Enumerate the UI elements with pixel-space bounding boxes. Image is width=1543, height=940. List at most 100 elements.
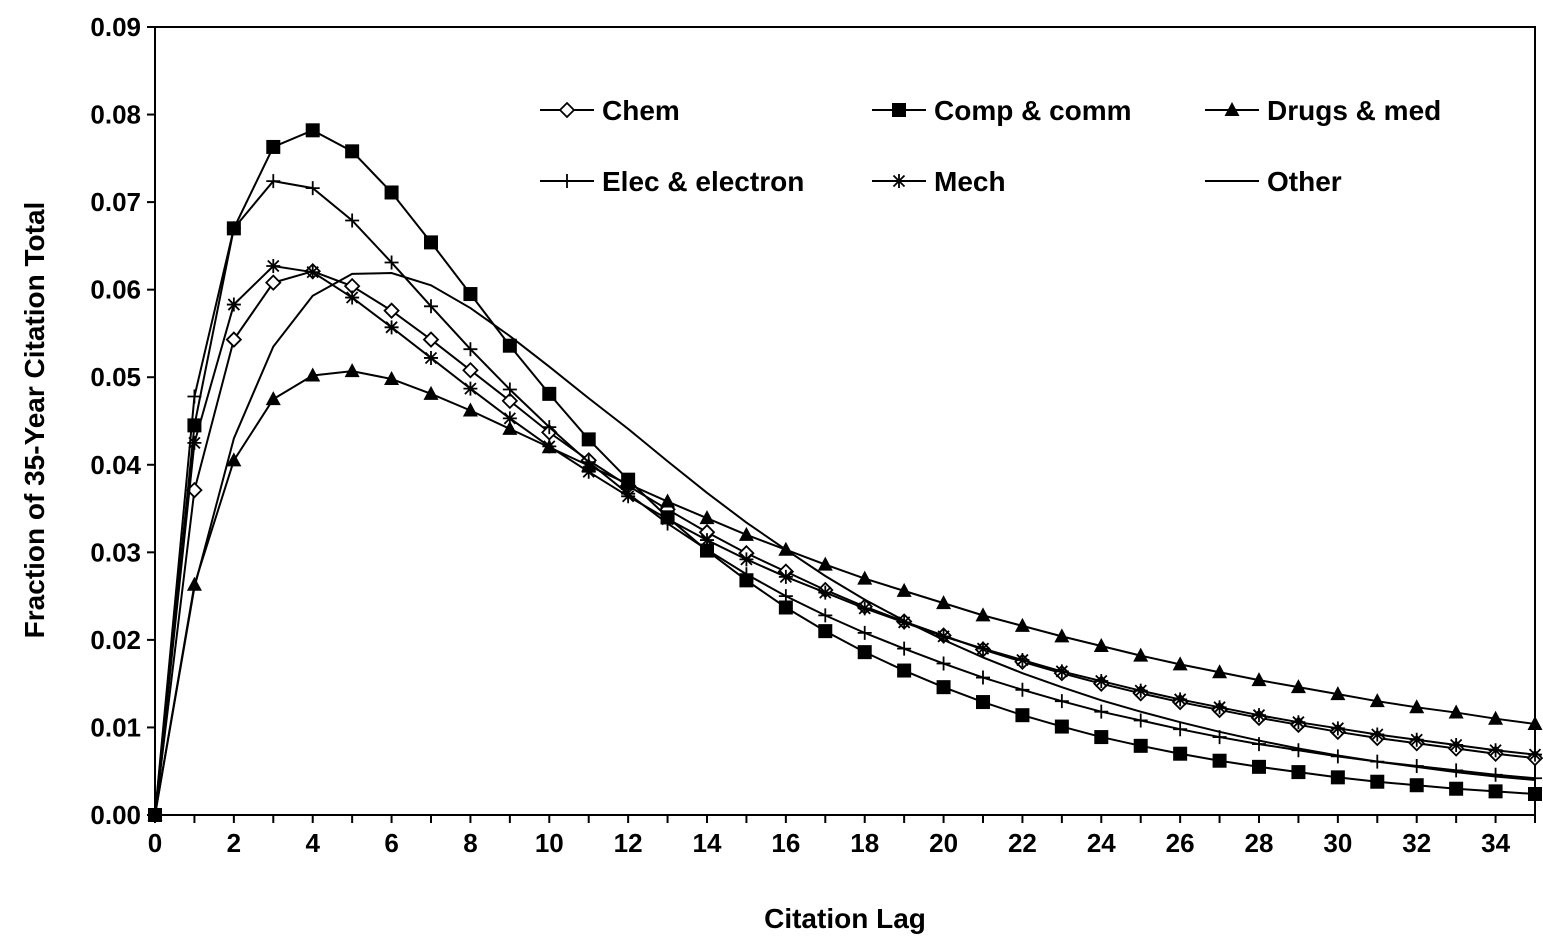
series-layer	[146, 123, 1543, 824]
data-point-mech	[1054, 664, 1069, 679]
y-axis-title: Fraction of 35-Year Citation Total	[19, 202, 50, 639]
y-tick-label: 0.00	[90, 800, 141, 830]
data-point-elec-and-electron	[818, 608, 833, 623]
data-point-comp-and-comm	[1488, 784, 1503, 799]
data-point-comp-and-comm	[1409, 778, 1424, 793]
x-tick-label: 2	[227, 828, 241, 858]
series-line-mech	[154, 264, 1536, 816]
data-point-comp-and-comm	[818, 624, 833, 639]
data-point-elec-and-electron	[1173, 722, 1188, 737]
data-point-mech	[1370, 727, 1385, 742]
data-point-elec-and-electron	[936, 656, 951, 671]
y-tick-label: 0.07	[90, 187, 141, 217]
x-tick-label: 4	[305, 828, 320, 858]
data-point-mech	[502, 411, 517, 426]
legend-label: Other	[1267, 166, 1342, 197]
data-point-comp-and-comm	[1212, 753, 1227, 768]
legend-item-other: Other	[1205, 166, 1342, 197]
data-point-drugs-and-med	[975, 607, 991, 622]
data-point-drugs-and-med	[738, 526, 754, 541]
data-point-mech	[660, 512, 675, 527]
data-point-drugs-and-med	[896, 582, 912, 597]
axes: 0.00 0.01 0.02 0.03 0.04 0.05 0.06 0.07 0.08 0.09…	[90, 12, 1536, 858]
data-point-mech	[1133, 683, 1148, 698]
data-point-mech	[936, 629, 951, 644]
data-point-comp-and-comm	[1094, 730, 1109, 745]
data-point-drugs-and-med	[817, 556, 833, 571]
data-point-elec-and-electron	[266, 174, 281, 189]
data-point-comp-and-comm	[266, 139, 281, 154]
x-tick-label: 0	[148, 828, 162, 858]
data-point-elec-and-electron	[226, 221, 241, 236]
data-point-mech	[700, 533, 714, 548]
y-tick-label: 0.08	[90, 100, 141, 130]
data-point-mech	[424, 350, 438, 365]
data-point-elec-and-electron	[739, 567, 754, 582]
x-tick-label: 12	[614, 828, 643, 858]
data-point-mech	[1488, 743, 1503, 758]
legend-item-drugs-and-med: Drugs & med	[1205, 95, 1441, 126]
legend-item-mech: Mech	[872, 166, 1006, 197]
x-tick-label: 8	[463, 828, 477, 858]
data-point-drugs-and-med	[857, 570, 873, 585]
series-comp-and-comm	[148, 123, 1542, 822]
data-point-drugs-and-med	[1093, 638, 1109, 653]
data-point-mech	[1330, 721, 1345, 736]
data-point-mech	[1528, 747, 1542, 762]
data-point-mech	[739, 552, 754, 567]
legend-item-chem: Chem	[540, 95, 680, 126]
data-point-elec-and-electron	[1488, 767, 1503, 782]
data-point-mech	[542, 439, 557, 454]
x-axis-title: Citation Lag	[764, 903, 926, 934]
legend-marker	[892, 174, 906, 188]
y-tick-label: 0.02	[90, 625, 141, 655]
data-point-mech	[384, 320, 399, 335]
data-point-drugs-and-med	[1172, 656, 1188, 671]
legend-marker	[892, 103, 906, 117]
x-tick-label: 28	[1245, 828, 1274, 858]
data-point-drugs-and-med	[344, 363, 360, 378]
x-tick-label: 14	[693, 828, 722, 858]
data-point-comp-and-comm	[1291, 765, 1306, 780]
data-point-drugs-and-med	[1054, 628, 1070, 643]
legend-label: Elec & electron	[602, 166, 804, 197]
y-tick-label: 0.04	[90, 450, 141, 480]
data-point-comp-and-comm	[305, 123, 320, 138]
data-point-comp-and-comm	[1528, 786, 1542, 801]
legend-marker	[558, 101, 576, 119]
data-point-drugs-and-med	[226, 452, 242, 467]
data-point-comp-and-comm	[581, 432, 596, 447]
data-point-comp-and-comm	[778, 600, 793, 615]
data-point-mech	[463, 381, 478, 396]
data-point-mech	[305, 265, 320, 280]
data-point-comp-and-comm	[936, 680, 951, 695]
series-drugs-and-med	[147, 363, 1543, 821]
data-point-chem	[501, 392, 519, 410]
x-tick-label: 22	[1008, 828, 1037, 858]
data-point-comp-and-comm	[502, 338, 517, 353]
data-point-drugs-and-med	[1133, 647, 1149, 662]
y-tick-label: 0.03	[90, 537, 141, 567]
series-mech	[148, 259, 1542, 822]
data-point-chem	[383, 302, 400, 319]
data-point-mech	[1449, 737, 1464, 752]
x-tick-label: 20	[929, 828, 958, 858]
data-point-elec-and-electron	[1252, 737, 1266, 752]
data-point-chem	[265, 274, 282, 291]
data-point-drugs-and-med	[502, 420, 518, 435]
data-point-comp-and-comm	[1370, 774, 1385, 789]
legend-marker	[1224, 102, 1240, 116]
data-point-drugs-and-med	[1212, 664, 1228, 679]
legend-label: Comp & comm	[934, 95, 1132, 126]
data-point-comp-and-comm	[1054, 719, 1069, 734]
data-point-elec-and-electron	[897, 641, 912, 656]
data-point-mech	[897, 615, 912, 630]
data-point-comp-and-comm	[1330, 770, 1345, 785]
series-elec-and-electron	[148, 174, 1542, 822]
data-point-mech	[581, 464, 596, 479]
data-point-elec-and-electron	[1133, 713, 1148, 728]
data-point-elec-and-electron	[1528, 771, 1542, 786]
data-point-drugs-and-med	[384, 370, 400, 385]
x-tick-label: 30	[1323, 828, 1352, 858]
data-point-elec-and-electron	[424, 299, 438, 314]
